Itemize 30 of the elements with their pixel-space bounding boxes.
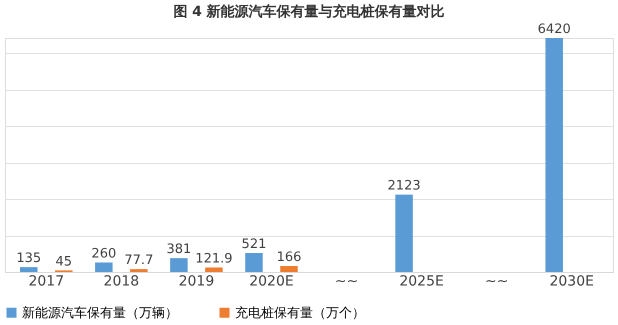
x-tick-label: 2018 xyxy=(104,274,140,290)
x-tick-label: 2025E xyxy=(399,274,444,290)
bar xyxy=(170,258,188,272)
data-label: 260 xyxy=(91,246,116,262)
bar xyxy=(245,253,263,272)
x-tick-label: 2020E xyxy=(249,274,294,290)
data-label: 381 xyxy=(166,242,192,258)
x-tick-label: 2030E xyxy=(549,274,594,290)
legend-label: 新能源汽车保有量（万辆） xyxy=(22,306,178,321)
data-label: 166 xyxy=(276,250,302,265)
data-label: 77.7 xyxy=(124,253,154,268)
data-label: 121.9 xyxy=(195,252,233,267)
bar xyxy=(20,267,38,272)
data-label: 6420 xyxy=(538,22,571,37)
bar xyxy=(395,194,413,272)
bar xyxy=(280,266,298,272)
chart-title: 图 4 新能源汽车保有量与充电桩保有量对比 xyxy=(173,3,445,20)
x-tick-label: ~~ xyxy=(334,274,358,290)
bar xyxy=(545,38,563,272)
data-label: 521 xyxy=(242,237,266,252)
x-tick-label: ~~ xyxy=(484,274,508,290)
data-label: 45 xyxy=(56,254,72,270)
legend-label: 充电桩保有量（万个） xyxy=(235,306,365,321)
x-tick-label: 2017 xyxy=(28,274,64,290)
bar xyxy=(205,268,223,272)
data-label: 135 xyxy=(16,251,42,266)
x-tick-label: 2019 xyxy=(178,274,214,290)
bar xyxy=(130,269,148,272)
data-label: 2123 xyxy=(388,178,421,194)
bar xyxy=(95,262,113,272)
